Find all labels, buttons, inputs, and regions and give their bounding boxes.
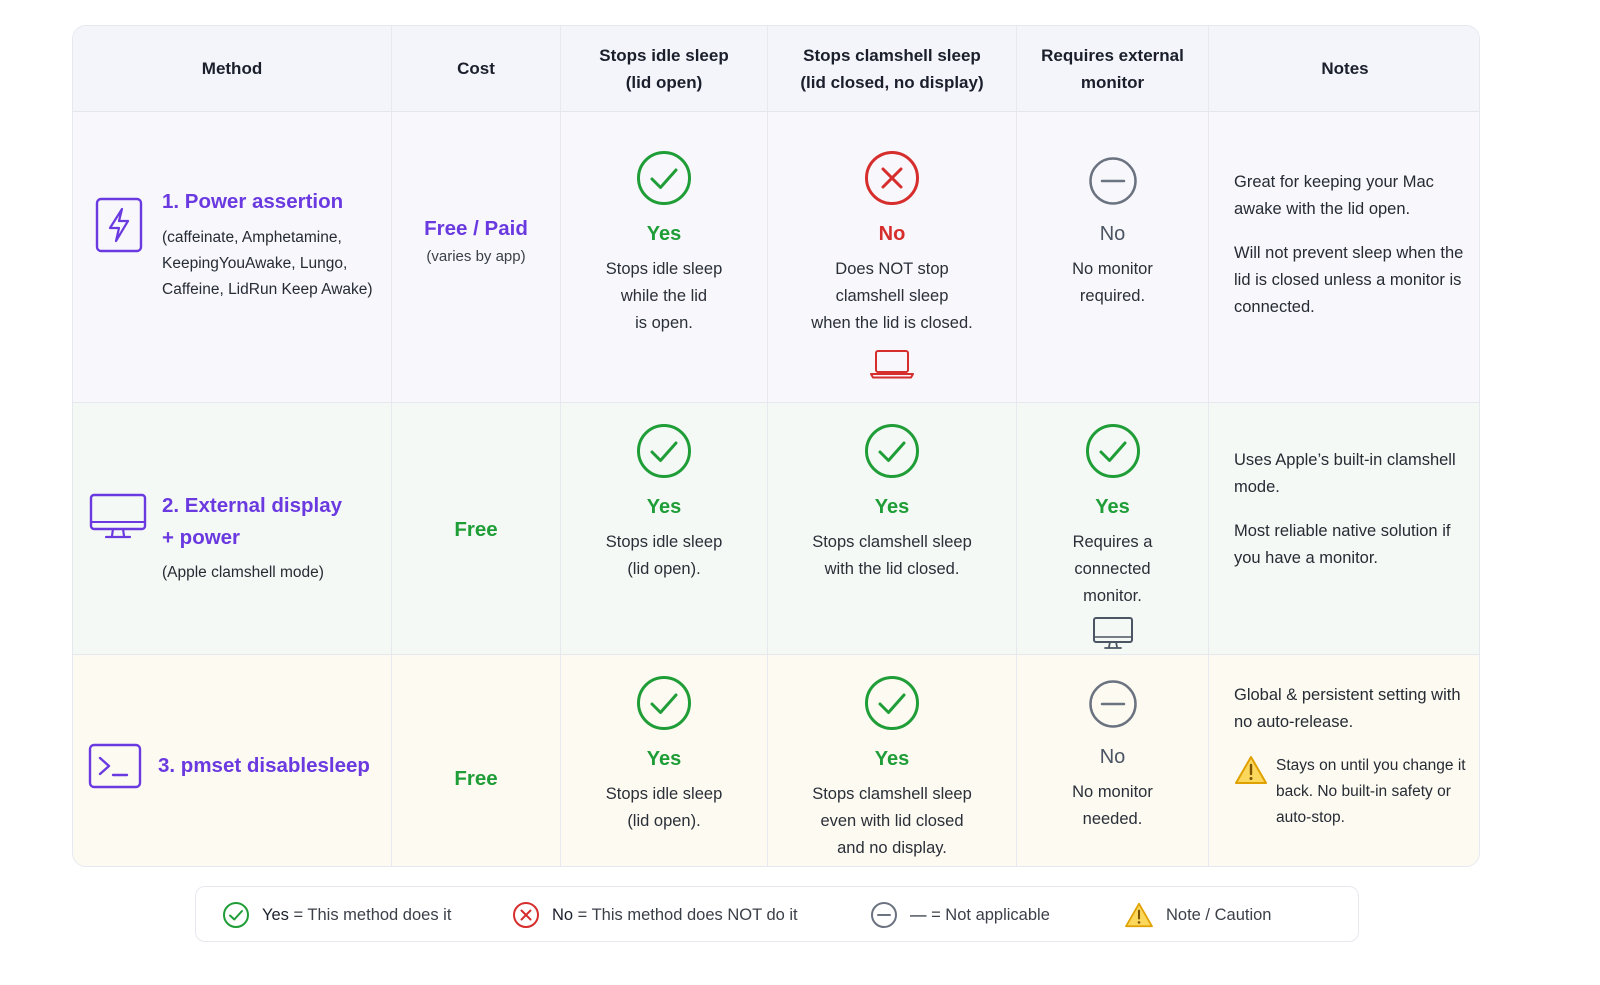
status-label: No [1099,746,1126,768]
cost-value: Free [454,518,498,541]
check-circle-icon [223,902,249,928]
monitor-icon [1092,617,1133,649]
idle-sleep-cell: Yes Stops idle sleep while the lid is op… [560,112,767,402]
header-notes: Notes [1208,26,1479,111]
dash-circle-icon [1088,157,1137,205]
note-text: Global & persistent setting with no auto… [1234,686,1461,731]
legend-key: No [552,905,574,924]
status-label: No [878,223,906,245]
legend-key: Yes [262,905,289,924]
legend-text: = This method does NOT do it [573,905,798,924]
check-circle-icon [637,676,691,730]
caution-note: Stays on until you change it back. No bu… [1234,753,1467,831]
legend-text: = Not applicable [926,905,1050,924]
legend-key: — [910,905,927,924]
idle-sleep-cell: Yes Stops idle sleep (lid open). [560,655,767,866]
cost-value: Free [454,767,498,790]
notes-cell: Great for keeping your Mac awake with th… [1208,112,1479,402]
requires-monitor-cell: No No monitor required. [1016,112,1208,402]
method-cell: 3. pmset disablesleep [73,655,391,866]
status-description: No monitor needed. [1072,783,1153,828]
method-title: 2. External display + power [162,494,343,549]
header-requires-monitor: Requires external monitor [1016,26,1208,111]
warning-triangle-icon [1125,902,1153,928]
warning-triangle-icon [1235,756,1267,784]
note-text: Will not prevent sleep when the lid is c… [1234,244,1464,316]
monitor-icon [89,493,147,539]
status-description: Does NOT stop clamshell sleep when the l… [811,260,973,332]
requires-monitor-cell: No No monitor needed. [1016,655,1208,866]
header-cost: Cost [391,26,560,111]
status-label: Yes [646,748,682,770]
status-label: No [1099,223,1126,245]
status-description: Requires a connected monitor. [1072,533,1153,605]
laptop-icon [870,350,914,379]
cost-cell: Free [391,655,560,866]
legend-text: Note / Caution [1166,905,1272,924]
comparison-table: Method Cost Stops idle sleep (lid open) … [72,25,1480,867]
note-text: Uses Apple’s built-in clamshell mode. [1234,451,1456,496]
terminal-icon [88,743,142,789]
method-subtitle: (Apple clamshell mode) [162,564,324,581]
status-label: Yes [874,496,910,518]
status-description: Stops idle sleep (lid open). [605,785,723,830]
status-label: Yes [646,496,682,518]
dash-circle-icon [871,902,897,928]
method-subtitle: (caffeinate, Amphetamine, KeepingYouAwak… [162,229,373,298]
table-row: 1. Power assertion (caffeinate, Amphetam… [73,112,1479,403]
table-row: 3. pmset disablesleep Free Yes Stops idl… [73,655,1479,866]
notes-cell: Global & persistent setting with no auto… [1208,655,1479,866]
cost-cell: Free [391,403,560,654]
check-circle-icon [865,424,919,478]
legend-item-caution: Note / Caution [1124,887,1271,943]
lightning-bolt-icon [95,197,143,253]
cost-value: Free / Paid [424,217,528,240]
legend-item-na: — = Not applicable [870,887,1050,943]
header-idle-sleep: Stops idle sleep (lid open) [560,26,767,111]
legend-item-no: No = This method does NOT do it [512,887,798,943]
status-label: Yes [874,748,910,770]
check-circle-icon [637,151,691,205]
status-description: Stops idle sleep (lid open). [605,533,723,578]
notes-cell: Uses Apple’s built-in clamshell mode. Mo… [1208,403,1479,654]
header-clamshell-sleep: Stops clamshell sleep (lid closed, no di… [767,26,1016,111]
status-description: Stops clamshell sleep even with lid clos… [812,785,972,857]
caution-text: Stays on until you change it back. No bu… [1276,757,1466,826]
status-label: Yes [1095,496,1130,518]
clamshell-sleep-cell: No Does NOT stop clamshell sleep when th… [767,112,1016,402]
cost-cell: Free / Paid (varies by app) [391,112,560,402]
status-description: Stops clamshell sleep with the lid close… [812,533,972,578]
legend-item-yes: Yes = This method does it [222,887,451,943]
method-cell: 2. External display + power (Apple clams… [73,403,391,654]
note-text: Most reliable native solution if you hav… [1234,522,1451,567]
header-method: Method [201,59,263,78]
x-circle-icon [865,151,919,205]
x-circle-icon [513,902,539,928]
status-description: Stops idle sleep while the lid is open. [605,260,723,332]
status-label: Yes [646,223,682,245]
note-text: Great for keeping your Mac awake with th… [1234,173,1434,218]
dash-circle-icon [1088,680,1137,728]
check-circle-icon [865,676,919,730]
table-row: 2. External display + power (Apple clams… [73,403,1479,655]
method-cell: 1. Power assertion (caffeinate, Amphetam… [73,112,391,402]
cost-note: (varies by app) [426,248,526,265]
legend: Yes = This method does it No = This meth… [195,886,1359,942]
idle-sleep-cell: Yes Stops idle sleep (lid open). [560,403,767,654]
requires-monitor-cell: Yes Requires a connected monitor. [1016,403,1208,654]
clamshell-sleep-cell: Yes Stops clamshell sleep with the lid c… [767,403,1016,654]
method-title: 3. pmset disablesleep [158,754,370,777]
check-circle-icon [1085,424,1140,478]
status-description: No monitor required. [1072,260,1153,305]
clamshell-sleep-cell: Yes Stops clamshell sleep even with lid … [767,655,1016,866]
table-header-row: Method Cost Stops idle sleep (lid open) … [73,26,1479,112]
method-title: 1. Power assertion [162,190,344,213]
check-circle-icon [637,424,691,478]
legend-text: = This method does it [288,905,452,924]
